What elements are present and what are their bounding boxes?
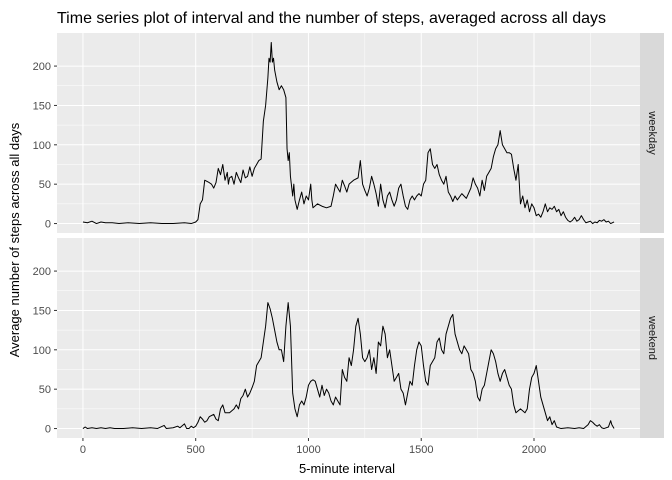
chart-title: Time series plot of interval and the num… [57,10,606,27]
panel-weekday: 0 50 100 150 200 weekday [33,33,664,233]
x-axis-title: 5-minute interval [299,461,395,476]
y-tick-label: 200 [33,61,51,73]
y-tick-label: 100 [33,140,51,152]
x-tick-label: 2000 [522,444,546,456]
facet-strip [640,33,664,233]
panels: 0 50 100 150 200 weekday 0 50 100 150 200 weekend [33,33,664,438]
x-tick-label: 500 [187,444,205,456]
facet-strip [640,238,664,438]
y-axis-title: Average number of steps across all days [7,122,22,357]
series-line-weekend [82,302,615,430]
y-tick-label: 50 [39,384,51,396]
x-tick-label: 1500 [409,444,433,456]
y-tick-label: 200 [33,266,51,278]
y-tick-label: 0 [45,219,51,231]
y-tick-label: 0 [45,424,51,436]
x-tick-label: 0 [80,444,86,456]
x-axis: 0 500 1000 1500 2000 [80,438,546,456]
x-tick-label: 1000 [296,444,320,456]
panel-background [57,33,640,233]
series-line-weekday [82,41,615,225]
facet-label-weekend: weekend [646,315,658,360]
panel-weekend: 0 50 100 150 200 weekend [33,238,664,438]
y-tick-label: 150 [33,305,51,317]
panel-background [57,238,640,438]
facet-label-weekday: weekday [646,110,658,155]
y-tick-label: 150 [33,100,51,112]
y-tick-label: 50 [39,179,51,191]
y-tick-label: 100 [33,345,51,357]
